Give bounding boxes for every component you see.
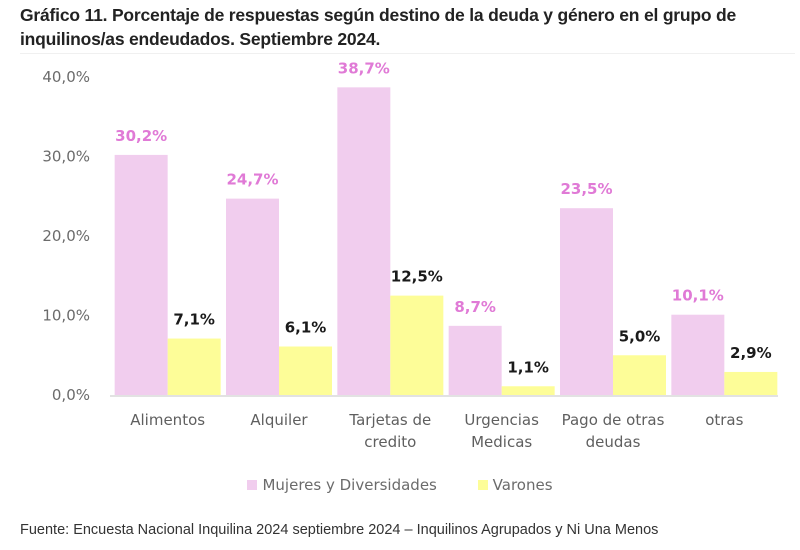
y-tick-label: 10,0% [42, 307, 90, 325]
legend-swatch-mujeres [247, 480, 258, 490]
chart-title: Gráfico 11. Porcentaje de respuestas seg… [20, 5, 737, 49]
data-label-mujeres: 23,5% [560, 180, 612, 198]
bar-varones [613, 355, 666, 395]
bar-mujeres [448, 325, 502, 395]
legend: Mujeres y Diversidades Varones [0, 476, 800, 494]
x-tick-label: Urgencias [464, 411, 539, 429]
x-tick-label: otras [705, 411, 743, 429]
data-label-mujeres: 8,7% [454, 298, 496, 316]
bar-mujeres [671, 314, 725, 395]
bar-mujeres [337, 87, 391, 396]
x-tick-label: Alquiler [250, 411, 308, 429]
chart-frame-border [20, 53, 795, 54]
source-note: Fuente: Encuesta Nacional Inquilina 2024… [20, 522, 659, 538]
data-label-mujeres: 10,1% [672, 287, 724, 305]
x-tick-label: credito [364, 433, 416, 451]
data-label-varones: 2,9% [730, 344, 772, 362]
x-tick-label: Medicas [471, 433, 532, 451]
legend-label-varones: Varones [492, 476, 553, 494]
bar-varones [390, 295, 444, 395]
x-axis: Alimentos Alquiler Tarjetas de credito Urgen… [110, 395, 778, 451]
bar-varones [724, 371, 778, 395]
legend-label-mujeres: Mujeres y Diversidades [262, 476, 437, 494]
x-tick-label: Tarjetas de [348, 411, 431, 429]
x-tick-label: Alimentos [130, 411, 205, 429]
bar-chart: 0,0% 10,0% 20,0% 30,0% 40,0% 30,2% 7,1% 24,7% 6… [42, 59, 778, 451]
bar-varones [279, 346, 332, 395]
data-label-mujeres: 24,7% [226, 171, 278, 189]
legend-swatch-varones [477, 480, 488, 490]
data-label-varones: 5,0% [619, 327, 661, 345]
bar-mujeres [114, 154, 168, 395]
y-tick-label: 0,0% [52, 386, 90, 404]
data-label-varones: 1,1% [507, 358, 549, 376]
bar-mujeres [226, 198, 279, 395]
x-tick-label: Pago de otras [562, 411, 665, 429]
data-labels: 30,2% 7,1% 24,7% 6,1% 38,7% 12,5% 8,7% 1,1% 23,5… [115, 59, 771, 376]
data-label-varones: 6,1% [285, 319, 327, 337]
y-axis: 0,0% 10,0% 20,0% 30,0% 40,0% [42, 68, 90, 404]
bar-varones [501, 386, 555, 395]
data-label-mujeres: 38,7% [338, 59, 390, 77]
data-label-mujeres: 30,2% [115, 127, 167, 145]
data-label-varones: 12,5% [391, 268, 443, 286]
bar-mujeres [560, 208, 613, 395]
y-tick-label: 30,0% [42, 148, 90, 166]
data-label-varones: 7,1% [173, 311, 215, 329]
legend-item-varones: Varones [477, 476, 553, 494]
bar-varones [167, 338, 221, 395]
x-tick-label: deudas [586, 433, 641, 451]
legend-item-mujeres: Mujeres y Diversidades [247, 476, 437, 494]
bars [114, 87, 778, 396]
y-tick-label: 20,0% [42, 227, 90, 245]
y-tick-label: 40,0% [42, 68, 90, 86]
